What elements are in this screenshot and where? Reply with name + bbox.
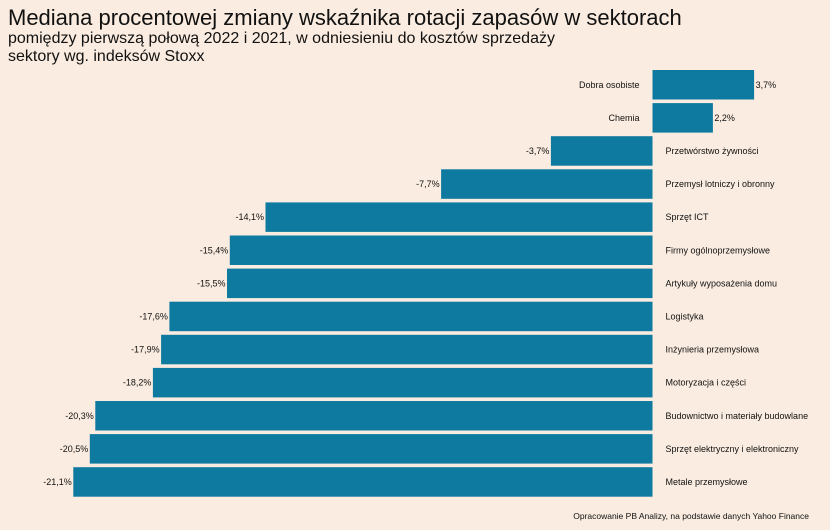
bar (227, 268, 653, 299)
bar (229, 235, 653, 265)
category-label: Budownictwo i materiały budowlane (666, 411, 809, 421)
data-label: -15,5% (197, 278, 226, 288)
category-label: Artykuły wyposażenia domu (666, 278, 778, 288)
category-label: Logistyka (666, 312, 704, 322)
category-label: Firmy ogólnoprzemysłowe (666, 245, 771, 255)
category-label: Sprzęt ICT (666, 212, 710, 222)
data-label: -18,2% (123, 378, 152, 388)
source-note: Opracowanie PB Analizy, na podstawie dan… (573, 511, 809, 521)
data-label: -7,7% (416, 179, 440, 189)
bar (73, 467, 653, 497)
data-label: -20,3% (65, 411, 94, 421)
category-label: Sprzęt elektryczny i elektroniczny (666, 444, 800, 454)
bar (265, 202, 653, 232)
category-label: Metale przemysłowe (666, 477, 748, 487)
data-label: -3,7% (526, 146, 550, 156)
data-label: -17,9% (131, 345, 160, 355)
bar (652, 70, 755, 100)
bar (169, 301, 653, 332)
bar (550, 136, 653, 166)
data-label: -20,5% (60, 444, 89, 454)
category-label: Motoryzacja i części (666, 378, 747, 388)
category-label: Inżynieria przemysłowa (666, 345, 760, 355)
category-label: Dobra osobiste (579, 80, 640, 90)
data-label: 3,7% (756, 80, 777, 90)
chart-subtitle: pomiędzy pierwszą połową 2022 i 2021, w … (8, 30, 555, 47)
category-label: Przetwórstwo żywności (666, 146, 759, 156)
bar (652, 103, 713, 133)
bar (89, 434, 653, 464)
bar (161, 334, 653, 365)
data-label: -21,1% (43, 477, 72, 487)
bar (441, 169, 653, 199)
data-label: -15,4% (200, 245, 229, 255)
bar (95, 401, 653, 431)
chart-title: Mediana procentowej zmiany wskaźnika rot… (8, 5, 682, 30)
data-label: -17,6% (139, 312, 168, 322)
category-label: Przemysł lotniczy i obronny (666, 179, 776, 189)
bar (152, 367, 653, 398)
chart-subtitle-secondary: sektory wg. indeksów Stoxx (8, 48, 205, 65)
category-label: Chemia (608, 113, 639, 123)
data-label: -14,1% (235, 212, 264, 222)
data-label: 2,2% (714, 113, 735, 123)
